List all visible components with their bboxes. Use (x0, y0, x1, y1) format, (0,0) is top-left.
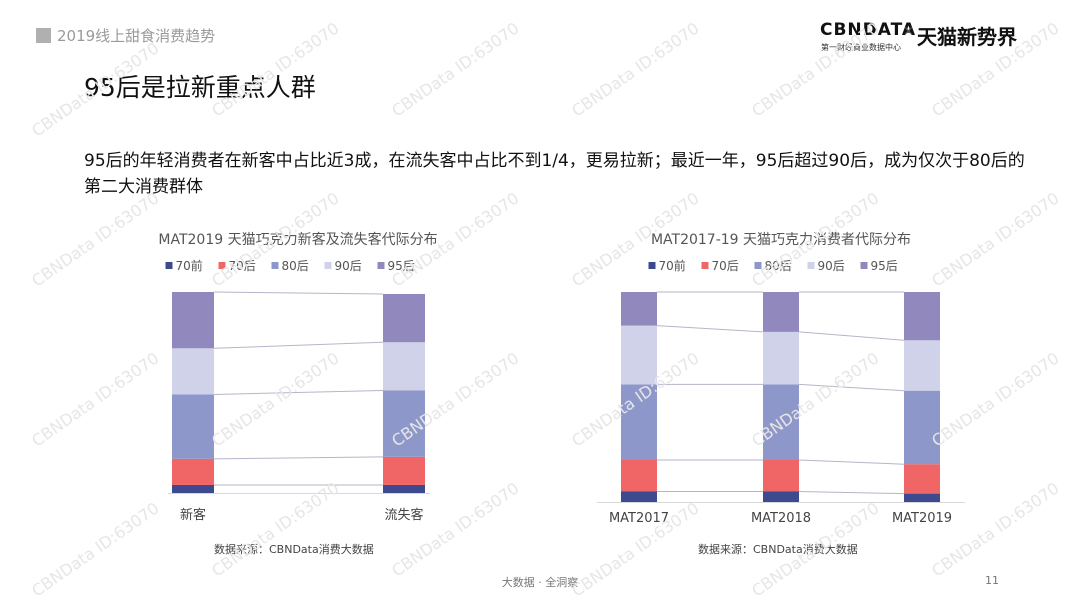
chart-1-source: 数据来源：CBNData消费大数据 (214, 543, 374, 556)
bar-MAT2019-95后 (904, 292, 940, 341)
chart-2-source: 数据来源：CBNData消费大数据 (698, 543, 858, 556)
series-connector (213, 291, 384, 295)
bar-新客-80后 (172, 394, 214, 459)
x-tick-MAT2017: MAT2017 (609, 511, 669, 526)
bar-流失客-90后 (383, 342, 425, 391)
bar-MAT2018-90后 (763, 331, 799, 385)
footer-text: 大数据 · 全洞察 (501, 576, 579, 589)
section-marker (36, 28, 51, 43)
bar-MAT2017-70前 (621, 491, 657, 502)
bar-流失客-80后 (383, 390, 425, 457)
legend-swatch-80后 (754, 262, 762, 269)
cbndata-logo: CBNDATA (820, 20, 917, 40)
series-connector (213, 341, 384, 349)
series-connector (798, 491, 905, 495)
bar-流失客-70前 (383, 484, 425, 493)
description-text: 95后的年轻消费者在新客中占比近3成，在流失客中占比不到1/4，更易拉新；最近一… (84, 151, 1025, 197)
bar-MAT2019-70前 (904, 493, 940, 502)
legend-swatch-70后 (701, 262, 709, 269)
bar-MAT2017-95后 (621, 292, 657, 326)
bar-新客-90后 (172, 348, 214, 395)
legend-swatch-70前 (165, 262, 173, 269)
legend-label-95后: 95后 (388, 259, 415, 273)
series-connector (213, 456, 384, 460)
legend-swatch-95后 (377, 262, 385, 269)
bar-流失客-70后 (383, 456, 425, 485)
x-tick-MAT2018: MAT2018 (751, 511, 811, 526)
bar-MAT2019-90后 (904, 340, 940, 391)
cbndata-subtitle: 第一财经商业数据中心 (821, 43, 901, 52)
legend-label-90后: 90后 (335, 259, 362, 273)
times-sign: × (903, 24, 914, 39)
series-connector (656, 325, 764, 333)
bar-MAT2018-70后 (763, 460, 799, 492)
series-connector (798, 383, 905, 392)
section-label-text: 2019线上甜食消费趋势 (57, 27, 216, 45)
legend-swatch-95后 (860, 262, 868, 269)
x-tick-MAT2019: MAT2019 (892, 511, 952, 526)
series-connector (213, 389, 384, 396)
page-number: 11 (985, 574, 999, 587)
chart-2-title: MAT2017-19 天猫巧克力消费者代际分布 (651, 232, 911, 248)
legend-swatch-70后 (218, 262, 226, 269)
bar-新客-70前 (172, 484, 214, 493)
bar-新客-95后 (172, 292, 214, 349)
bar-MAT2018-70前 (763, 491, 799, 502)
brand-logo: CBNDATA 第一财经商业数据中心 × 天猫新势界 (820, 20, 1060, 60)
bar-MAT2018-80后 (763, 384, 799, 460)
chart-1-title: MAT2019 天猫巧克力新客及流失客代际分布 (158, 231, 437, 248)
page-title: 95后是拉新重点人群 (84, 73, 316, 102)
tmall-logo: 天猫新势界 (917, 25, 1017, 49)
legend-label-70前: 70前 (659, 258, 686, 273)
bar-MAT2017-70后 (621, 460, 657, 492)
legend-label-70后: 70后 (229, 259, 256, 273)
legend-label-70后: 70后 (712, 259, 739, 273)
legend-swatch-70前 (648, 262, 656, 269)
bar-MAT2019-70后 (904, 464, 940, 494)
section-label: 2019线上甜食消费趋势 (36, 25, 215, 46)
legend-swatch-90后 (324, 262, 332, 269)
legend-swatch-80后 (271, 262, 279, 269)
bar-新客-70后 (172, 458, 214, 485)
series-connector (798, 331, 905, 341)
legend-label-80后: 80后 (765, 259, 792, 273)
legend-label-80后: 80后 (282, 259, 309, 273)
bar-MAT2017-80后 (621, 384, 657, 460)
legend-label-90后: 90后 (818, 259, 845, 273)
x-tick-新客: 新客 (180, 507, 206, 523)
bar-MAT2018-95后 (763, 292, 799, 332)
bar-流失客-95后 (383, 294, 425, 343)
legend-label-70前: 70前 (176, 258, 203, 273)
legend-swatch-90后 (807, 262, 815, 269)
legend-label-95后: 95后 (871, 259, 898, 273)
series-connector (798, 459, 905, 465)
bar-MAT2017-90后 (621, 325, 657, 385)
x-tick-流失客: 流失客 (384, 507, 423, 523)
bar-MAT2019-80后 (904, 390, 940, 465)
